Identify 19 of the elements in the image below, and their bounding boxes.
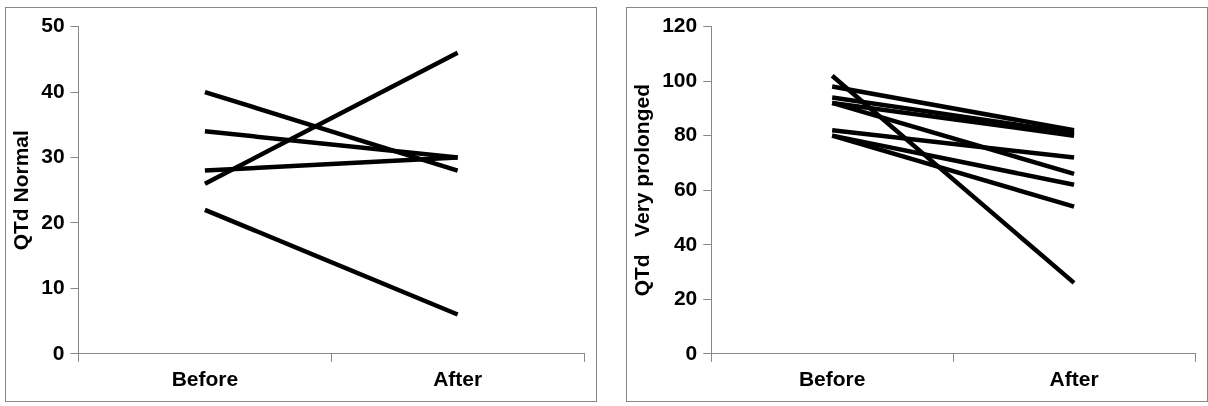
y-axis-title: QTd Normal: [9, 130, 33, 251]
y-tick-label: 120: [662, 13, 698, 37]
y-axis-title: QTd Very prolonged: [630, 84, 654, 297]
y-tick-label: 40: [673, 231, 698, 255]
y-tick-label: 80: [673, 122, 698, 146]
x-tick-label: After: [433, 367, 483, 391]
y-tick-label: 20: [673, 286, 698, 310]
x-tick-label: Before: [171, 367, 239, 391]
y-tick-label: 20: [41, 209, 65, 233]
y-tick-label: 60: [673, 177, 698, 200]
x-tick-label: Before: [798, 367, 866, 391]
y-tick-label: 50: [41, 13, 65, 37]
y-tick-label: 100: [662, 67, 698, 91]
y-tick-label: 0: [52, 340, 65, 364]
y-tick-label: 30: [41, 144, 65, 168]
y-tick-label: 0: [685, 340, 698, 364]
y-tick-label: 40: [41, 78, 65, 102]
y-tick-label: 10: [41, 275, 65, 299]
x-tick-label: After: [1049, 367, 1099, 391]
